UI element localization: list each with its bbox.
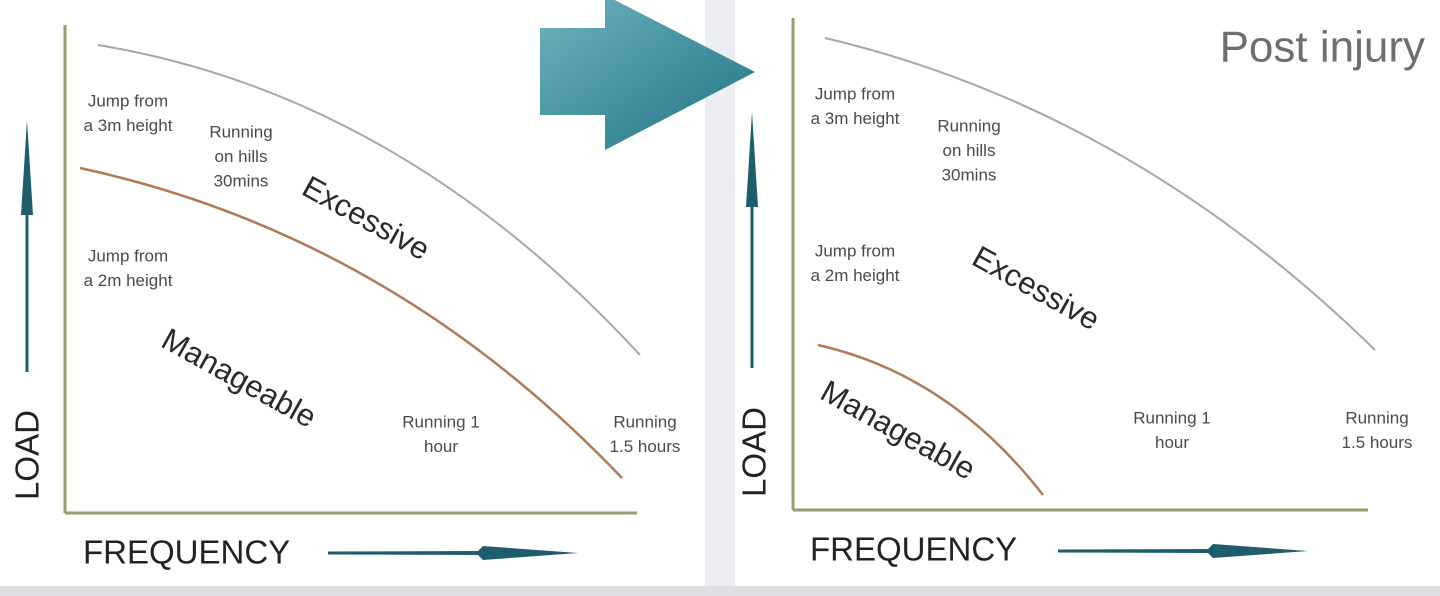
activity-label: Running 1 [402,412,480,431]
activity-label: 30mins [942,165,997,184]
activity-label: on hills [215,147,268,166]
activity-label: Jump from [88,246,168,265]
load-arrow-head [21,120,33,215]
activity-label: Jump from [815,84,895,103]
activity-label: a 2m height [811,266,900,285]
activity-label: hour [1155,433,1189,452]
activity-label: Running [613,412,676,431]
bottom-strip [0,586,1440,596]
activity-label: a 3m height [811,109,900,128]
x-axis-label: FREQUENCY [83,534,290,571]
panel-title: Post injury [1220,23,1425,72]
activity-label: 1.5 hours [610,437,681,456]
frequency-arrow [328,546,578,560]
activity-label: Running 1 [1133,408,1211,427]
x-axis-label: FREQUENCY [810,531,1017,568]
activity-label: Running [937,116,1000,135]
transition-arrow [540,0,755,150]
panel-right [735,0,1440,586]
activity-label: a 3m height [84,116,173,135]
activity-label: 30mins [214,171,269,190]
manageable-threshold-curve [79,166,623,479]
activity-label: Running [209,122,272,141]
frequency-arrow [1058,544,1308,558]
activity-label: Jump from [815,241,895,260]
load-arrow-head [746,112,758,207]
excessive-threshold-curve [97,44,641,356]
activity-label: 1.5 hours [1342,433,1413,452]
activity-label: Jump from [88,91,168,110]
y-axis-label: LOAD [736,407,773,497]
excessive-threshold-curve [824,37,1376,351]
y-axis-label: LOAD [9,410,46,500]
activity-label: on hills [943,141,996,160]
activity-label: Running [1345,408,1408,427]
manageable-threshold-curve [817,343,1044,496]
activity-label: hour [424,437,458,456]
activity-label: a 2m height [84,271,173,290]
